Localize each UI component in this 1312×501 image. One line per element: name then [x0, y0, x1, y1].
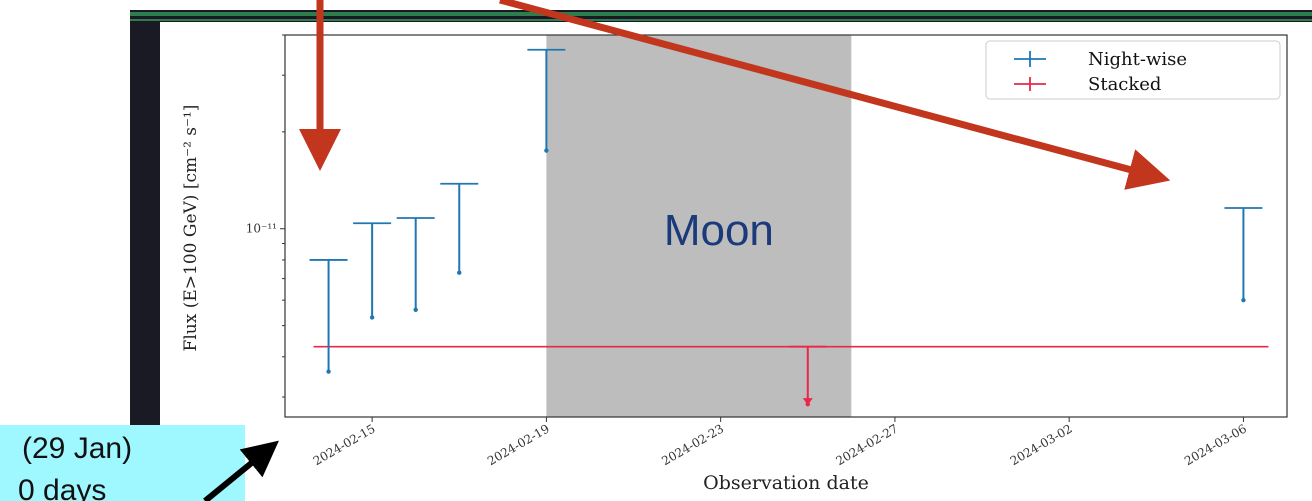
night-wise-lower-marker-2 [413, 307, 418, 312]
night-wise-lower-marker-0 [326, 369, 331, 374]
legend-marker-stacked [1014, 77, 1046, 91]
night-wise-lower-marker-3 [457, 270, 462, 275]
black-arrow [203, 440, 279, 501]
y-axis-label: Flux (E>100 GeV) [cm⁻² s⁻¹] [181, 105, 201, 352]
moon-label: Moon [664, 206, 774, 255]
note-line-1: (29 Jan) [22, 432, 132, 465]
legend-marker-night-wise [1014, 51, 1046, 67]
y-tick-label: 10⁻¹¹ [246, 222, 277, 236]
night-wise-lower-marker-1 [369, 315, 375, 320]
note-line-2: 0 days [18, 474, 106, 501]
red-arrow-diagonal [499, 0, 1171, 190]
screen-frame-green-line-top [130, 12, 1312, 16]
legend: Night-wise Stacked [985, 40, 1281, 100]
legend-label-stacked: Stacked [1088, 74, 1161, 95]
night-wise-lower-marker-5 [1241, 297, 1246, 303]
stacked-upper-limit-arrow-0 [802, 398, 813, 406]
axes-frame [284, 34, 1288, 418]
moon-shaded-region [546, 35, 852, 417]
legend-box [985, 40, 1281, 100]
x-axis-label: Observation date [703, 472, 869, 494]
night-wise-lower-marker-4 [544, 148, 549, 153]
note-box [0, 425, 245, 501]
legend-label-night-wise: Night-wise [1088, 49, 1187, 70]
screen-frame-green-line-bottom [130, 19, 1312, 21]
